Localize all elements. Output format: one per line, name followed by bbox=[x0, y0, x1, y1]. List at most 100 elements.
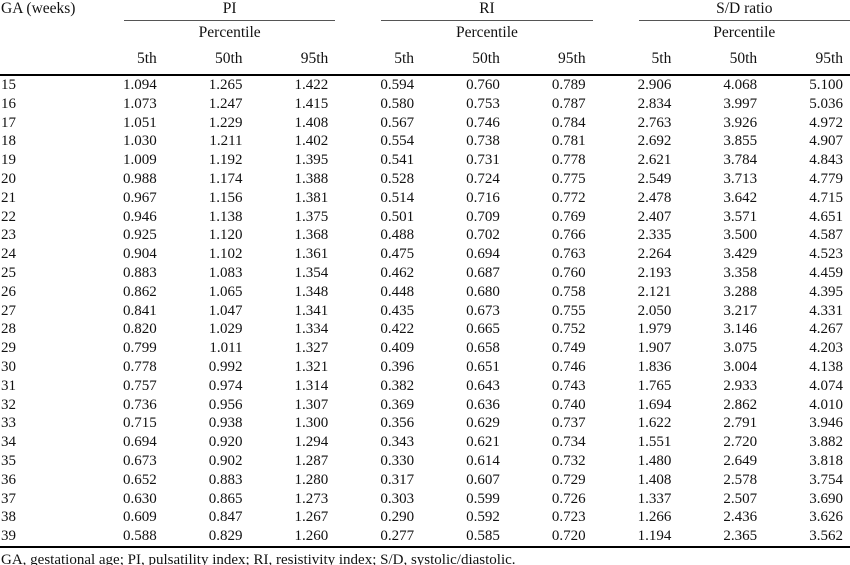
value-cell: 0.643 bbox=[466, 377, 500, 394]
value-cell: 0.680 bbox=[466, 283, 500, 300]
value-cell: 0.820 bbox=[123, 321, 157, 338]
value-cell: 4.203 bbox=[809, 340, 843, 357]
value-cell: 2.507 bbox=[723, 490, 758, 507]
value-cell: 0.736 bbox=[123, 396, 157, 413]
value-cell: 2.335 bbox=[637, 227, 672, 244]
ga-cell: 16 bbox=[1, 95, 16, 112]
value-cell: 1.368 bbox=[294, 227, 329, 244]
value-cell: 0.716 bbox=[466, 189, 500, 206]
value-cell: 1.341 bbox=[294, 302, 329, 319]
value-cell: 0.290 bbox=[380, 509, 415, 526]
value-cell: 0.946 bbox=[123, 208, 157, 225]
value-cell: 0.709 bbox=[466, 208, 500, 225]
table-row: 27 0.841 1.047 1.341 0.435 0.673 0.755 2.050 3.2… bbox=[0, 302, 850, 321]
ga-cell: 27 bbox=[1, 302, 16, 319]
value-cell: 2.834 bbox=[637, 95, 672, 112]
value-cell: 0.629 bbox=[466, 415, 500, 432]
value-cell: 1.422 bbox=[294, 77, 329, 93]
value-cell: 0.746 bbox=[551, 358, 586, 375]
value-cell: 0.992 bbox=[208, 358, 243, 375]
value-cell: 0.988 bbox=[123, 170, 157, 187]
group-title-pi: PI bbox=[124, 0, 336, 21]
value-cell: 1.551 bbox=[637, 434, 672, 451]
ga-cell: 15 bbox=[1, 77, 16, 93]
value-cell: 1.156 bbox=[208, 189, 243, 206]
value-cell: 0.862 bbox=[123, 283, 157, 300]
ga-cell: 38 bbox=[1, 509, 16, 526]
value-cell: 0.883 bbox=[123, 264, 157, 281]
value-cell: 2.720 bbox=[723, 434, 758, 451]
value-cell: 0.317 bbox=[380, 471, 415, 488]
group-inner-sd-ratio: S/D ratio Percentile bbox=[638, 0, 850, 41]
value-cell: 1.408 bbox=[294, 114, 329, 131]
value-cell: 0.724 bbox=[466, 170, 500, 187]
value-cell: 1.337 bbox=[637, 490, 672, 507]
table-row: 31 0.757 0.974 1.314 0.382 0.643 0.743 1.765 2.9… bbox=[0, 377, 850, 396]
ga-cell: 19 bbox=[1, 152, 16, 169]
table-row: 35 0.673 0.902 1.287 0.330 0.614 0.732 1.480 2.6… bbox=[0, 452, 850, 471]
ga-cell: 21 bbox=[1, 189, 16, 206]
table-row: 33 0.715 0.938 1.300 0.356 0.629 0.737 1.622 2.7… bbox=[0, 414, 850, 433]
ga-cell: 37 bbox=[1, 490, 16, 507]
group-title-ri: RI bbox=[381, 0, 593, 21]
value-cell: 0.865 bbox=[208, 490, 243, 507]
ga-cell: 35 bbox=[1, 452, 16, 469]
value-cell: 1.321 bbox=[294, 358, 329, 375]
value-cell: 0.778 bbox=[123, 358, 157, 375]
value-cell: 1.120 bbox=[208, 227, 243, 244]
value-cell: 1.694 bbox=[637, 396, 672, 413]
value-cell: 1.415 bbox=[294, 95, 329, 112]
value-cell: 0.541 bbox=[380, 152, 415, 169]
value-cell: 1.294 bbox=[294, 434, 329, 451]
value-cell: 2.193 bbox=[637, 264, 672, 281]
value-cell: 4.523 bbox=[809, 246, 843, 263]
value-cell: 0.778 bbox=[551, 152, 586, 169]
group-title-sd-ratio: S/D ratio bbox=[638, 0, 850, 21]
ga-cell: 33 bbox=[1, 415, 16, 432]
ga-cell: 39 bbox=[0, 527, 78, 548]
value-cell: 4.651 bbox=[809, 208, 843, 225]
value-cell: 2.933 bbox=[723, 377, 758, 394]
value-cell: 3.926 bbox=[723, 114, 758, 131]
table-row: 39 0.588 0.829 1.260 0.277 0.585 0.720 1.194 2.3… bbox=[0, 527, 850, 548]
value-cell: 3.146 bbox=[723, 321, 758, 338]
value-cell: 3.754 bbox=[809, 471, 843, 488]
value-cell: 0.787 bbox=[551, 95, 586, 112]
value-cell: 1.094 bbox=[123, 77, 157, 93]
ga-cell: 18 bbox=[1, 133, 16, 150]
table-row: 26 0.862 1.065 1.348 0.448 0.680 0.758 2.121 3.2… bbox=[0, 283, 850, 302]
value-cell: 0.760 bbox=[551, 264, 586, 281]
value-cell: 1.065 bbox=[208, 283, 243, 300]
value-cell: 4.138 bbox=[809, 358, 843, 375]
value-cell: 0.369 bbox=[380, 396, 415, 413]
value-cell: 1.051 bbox=[123, 114, 157, 131]
value-cell: 0.743 bbox=[551, 377, 586, 394]
value-cell: 0.726 bbox=[551, 490, 586, 507]
value-cell: 2.763 bbox=[637, 114, 672, 131]
value-cell: 2.649 bbox=[723, 452, 758, 469]
value-cell: 2.578 bbox=[723, 471, 758, 488]
value-cell: 0.847 bbox=[208, 509, 243, 526]
value-cell: 1.354 bbox=[294, 264, 329, 281]
value-cell: 3.690 bbox=[809, 490, 843, 507]
value-cell: 3.004 bbox=[723, 358, 758, 375]
table-row: 17 1.051 1.229 1.408 0.567 0.746 0.784 2.763 3.9… bbox=[0, 114, 850, 133]
value-cell: 4.843 bbox=[809, 152, 843, 169]
value-cell: 1.265 bbox=[208, 77, 243, 93]
ga-cell: 25 bbox=[1, 264, 16, 281]
value-cell: 0.580 bbox=[380, 95, 415, 112]
value-cell: 0.758 bbox=[551, 283, 586, 300]
value-cell: 5.036 bbox=[809, 95, 843, 112]
value-cell: 1.211 bbox=[209, 133, 243, 150]
value-cell: 1.334 bbox=[294, 321, 329, 338]
group-header-pi: PI Percentile bbox=[78, 0, 336, 42]
value-cell: 1.138 bbox=[208, 208, 243, 225]
value-cell: 0.652 bbox=[123, 471, 157, 488]
table-row: 32 0.736 0.956 1.307 0.369 0.636 0.740 1.694 2.8… bbox=[0, 396, 850, 415]
value-cell: 1.266 bbox=[637, 509, 672, 526]
table-row: 30 0.778 0.992 1.321 0.396 0.651 0.746 1.836 3.0… bbox=[0, 358, 850, 377]
value-cell: 4.715 bbox=[809, 189, 843, 206]
value-cell: 0.396 bbox=[380, 358, 415, 375]
value-cell: 0.760 bbox=[466, 77, 500, 93]
value-cell: 0.621 bbox=[466, 434, 500, 451]
